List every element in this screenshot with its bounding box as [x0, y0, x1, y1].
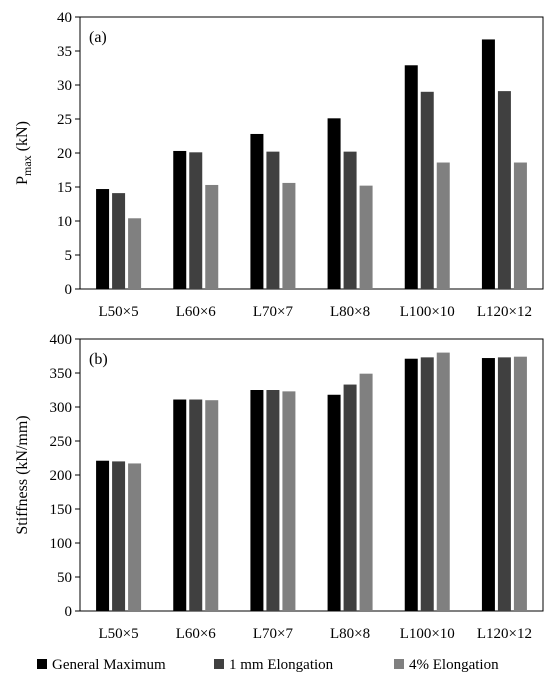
panel-a-bar-l120x12-4-elongation: [513, 162, 527, 289]
panel-b-bar-l100x10-1-mm-elongation: [420, 357, 434, 611]
legend-label-general-maximum: General Maximum: [52, 657, 166, 673]
legend-label-4pct-elongation: 4% Elongation: [409, 657, 499, 673]
panel-b-label: (b): [89, 351, 108, 368]
panel-a-y-tick-label-25: 25: [57, 112, 72, 128]
panel-a-y-tick-label-5: 5: [65, 248, 73, 264]
panel-a-bar-l60x6-general-maximum: [173, 150, 187, 289]
panel-a-category-label-l70x7: L70×7: [253, 304, 294, 320]
panel-b-y-axis: 0 50 100 150 200 250 300 350 400: [50, 332, 80, 620]
panel-a-bar-l100x10-general-maximum: [404, 65, 418, 289]
panel-b-bar-l50x5-1-mm-elongation: [112, 461, 126, 611]
panel-b-bar-l80x8-1-mm-elongation: [343, 384, 357, 611]
panel-b-bar-l120x12-general-maximum: [481, 358, 495, 611]
panel-a-y-axis-title-subscript: max: [20, 155, 34, 176]
panel-b-bar-l100x10-general-maximum: [404, 358, 418, 611]
panel-a-y-tick-label-35: 35: [57, 44, 72, 60]
panel-b-category-label-l70x7: L70×7: [253, 626, 294, 642]
panel-a-y-tick-label-30: 30: [57, 78, 72, 94]
panel-b-y-tick-label-200: 200: [50, 468, 73, 484]
panel-a-bar-l50x5-1-mm-elongation: [112, 193, 126, 289]
legend: General Maximum 1 mm Elongation 4% Elong…: [37, 657, 499, 673]
panel-a-bar-l60x6-4-elongation: [205, 184, 219, 289]
panel-b-bar-l50x5-general-maximum: [96, 460, 110, 611]
panel-a-bar-l80x8-1-mm-elongation: [343, 151, 357, 289]
panel-a-y-axis-title-unit: (kN): [14, 121, 31, 155]
panel-a-bar-l120x12-1-mm-elongation: [497, 91, 511, 290]
panel-b-category-label-l60x6: L60×6: [176, 626, 217, 642]
panel-a-bar-l50x5-general-maximum: [96, 189, 110, 289]
legend-swatch-4pct-elongation: [394, 659, 404, 669]
legend-label-1mm-elongation: 1 mm Elongation: [229, 657, 334, 673]
panel-a-bar-l80x8-general-maximum: [327, 118, 341, 289]
panel-b-y-tick-label-50: 50: [57, 570, 72, 586]
panel-b-category-label-l120x12: L120×12: [477, 626, 532, 642]
panel-a-bar-l100x10-1-mm-elongation: [420, 91, 434, 289]
panel-b-bar-l60x6-general-maximum: [173, 399, 187, 611]
panel-a-y-axis-title-main: P: [14, 176, 31, 185]
panel-a-category-label-l120x12: L120×12: [477, 304, 532, 320]
panel-a-y-tick-label-40: 40: [57, 10, 72, 26]
panel-b-bar-l80x8-4-elongation: [359, 373, 373, 611]
panel-a-category-label-l100x10: L100×10: [400, 304, 455, 320]
panel-b-y-tick-label-350: 350: [50, 366, 73, 382]
panel-a-bar-l70x7-4-elongation: [282, 182, 296, 289]
panel-b-y-tick-label-400: 400: [50, 332, 73, 348]
panel-a-bar-l50x5-4-elongation: [128, 218, 142, 289]
panel-b-bar-l60x6-4-elongation: [205, 400, 219, 611]
panel-b-category-labels: L50×5 L60×6 L70×7 L80×8 L100×10 L120×12: [99, 626, 532, 642]
panel-b-bars: [96, 352, 527, 611]
panel-b-category-label-l100x10: L100×10: [400, 626, 455, 642]
panel-b-bar-l70x7-general-maximum: [250, 390, 264, 611]
panel-b-y-tick-label-300: 300: [50, 400, 73, 416]
panel-a-bar-l70x7-1-mm-elongation: [266, 151, 280, 289]
panel-a-category-label-l60x6: L60×6: [176, 304, 217, 320]
panel-a-category-label-l80x8: L80×8: [330, 304, 370, 320]
panel-b-bar-l80x8-general-maximum: [327, 394, 341, 611]
panel-a: (a) 0 5 10 15 20 25 30 35 40 L50×5 L60×6 L70×7 L80×…: [14, 10, 544, 320]
panel-a-y-axis-title: Pmax (kN): [14, 121, 34, 185]
panel-a-y-tick-label-20: 20: [57, 146, 72, 162]
panel-b-y-tick-label-100: 100: [50, 536, 73, 552]
panel-b-y-tick-label-250: 250: [50, 434, 73, 450]
legend-swatch-general-maximum: [37, 659, 47, 669]
panel-b-category-label-l50x5: L50×5: [99, 626, 139, 642]
panel-a-bar-l100x10-4-elongation: [436, 162, 450, 289]
panel-a-label: (a): [89, 29, 107, 46]
panel-a-y-axis: 0 5 10 15 20 25 30 35 40: [57, 10, 80, 298]
legend-swatch-1mm-elongation: [214, 659, 224, 669]
panel-a-bar-l70x7-general-maximum: [250, 133, 264, 289]
panel-a-y-tick-label-0: 0: [65, 282, 73, 298]
panel-b-bar-l100x10-4-elongation: [436, 352, 450, 611]
panel-a-y-tick-label-10: 10: [57, 214, 72, 230]
panel-b-bar-l120x12-4-elongation: [513, 356, 527, 611]
panel-b-y-axis-title: Stiffness (kN/mm): [14, 415, 31, 534]
panel-b-y-tick-label-0: 0: [65, 604, 73, 620]
panel-a-bar-l120x12-general-maximum: [481, 39, 495, 289]
panel-b-bar-l60x6-1-mm-elongation: [189, 399, 203, 611]
panel-a-bar-l80x8-4-elongation: [359, 185, 373, 289]
panel-a-y-tick-label-15: 15: [57, 180, 72, 196]
panel-b-bar-l70x7-4-elongation: [282, 391, 296, 611]
panel-a-bars: [96, 39, 527, 290]
panel-a-category-labels: L50×5 L60×6 L70×7 L80×8 L100×10 L120×12: [99, 304, 532, 320]
panel-b-category-label-l80x8: L80×8: [330, 626, 370, 642]
panel-a-bar-l60x6-1-mm-elongation: [189, 152, 203, 289]
panel-b-bar-l50x5-4-elongation: [128, 463, 142, 611]
panel-b-bar-l120x12-1-mm-elongation: [497, 357, 511, 611]
panel-b-y-tick-label-150: 150: [50, 502, 73, 518]
panel-a-category-label-l50x5: L50×5: [99, 304, 139, 320]
panel-b-bar-l70x7-1-mm-elongation: [266, 390, 280, 611]
